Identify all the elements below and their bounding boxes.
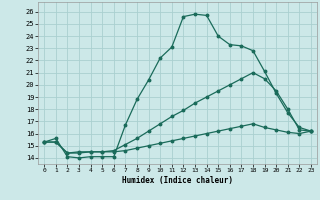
X-axis label: Humidex (Indice chaleur): Humidex (Indice chaleur) (122, 176, 233, 185)
